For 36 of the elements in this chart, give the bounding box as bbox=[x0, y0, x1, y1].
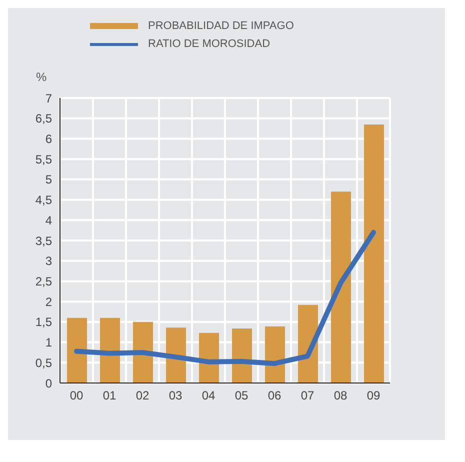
x-tick-label: 07 bbox=[300, 388, 314, 403]
y-tick-label: 6,5 bbox=[35, 112, 52, 126]
y-tick-label: 3 bbox=[45, 254, 52, 268]
y-tick-label: 1 bbox=[45, 336, 52, 350]
y-tick-label: 2,5 bbox=[35, 274, 52, 288]
y-tick-label: 5 bbox=[45, 172, 52, 187]
x-tick-label: 06 bbox=[268, 388, 282, 403]
x-tick-label: 08 bbox=[334, 388, 348, 403]
bar bbox=[331, 192, 351, 383]
legend-label: RATIO DE MOROSIDAD bbox=[148, 38, 270, 50]
legend-label: PROBABILIDAD DE IMPAGO bbox=[148, 20, 294, 32]
x-tick-label: 03 bbox=[168, 388, 182, 403]
x-tick-label: 02 bbox=[136, 388, 150, 403]
bar bbox=[232, 328, 252, 383]
x-tick-label: 09 bbox=[366, 388, 380, 403]
x-tick-label: 01 bbox=[102, 388, 116, 403]
x-tick-label: 05 bbox=[234, 388, 248, 403]
bar bbox=[100, 318, 120, 383]
y-tick-label: 1,5 bbox=[35, 315, 52, 330]
y-tick-label: 4 bbox=[45, 213, 52, 228]
bar bbox=[265, 326, 285, 383]
bar bbox=[364, 124, 384, 383]
bar bbox=[67, 318, 87, 383]
x-tick-label: 00 bbox=[70, 388, 84, 403]
y-tick-label: 5,5 bbox=[35, 152, 52, 166]
bar bbox=[133, 322, 153, 383]
y-tick-label: 6 bbox=[45, 132, 52, 146]
y-tick-label: 4,5 bbox=[35, 193, 52, 208]
y-tick-label: 0,5 bbox=[35, 356, 52, 370]
y-tick-label: 0 bbox=[45, 376, 52, 390]
y-tick-label: 2 bbox=[45, 294, 52, 309]
bar bbox=[166, 328, 186, 383]
y-tick-label: 7 bbox=[45, 91, 52, 106]
y-tick-label: 3,5 bbox=[35, 234, 52, 248]
y-axis-title: % bbox=[36, 70, 48, 84]
x-tick-label: 04 bbox=[202, 388, 216, 403]
